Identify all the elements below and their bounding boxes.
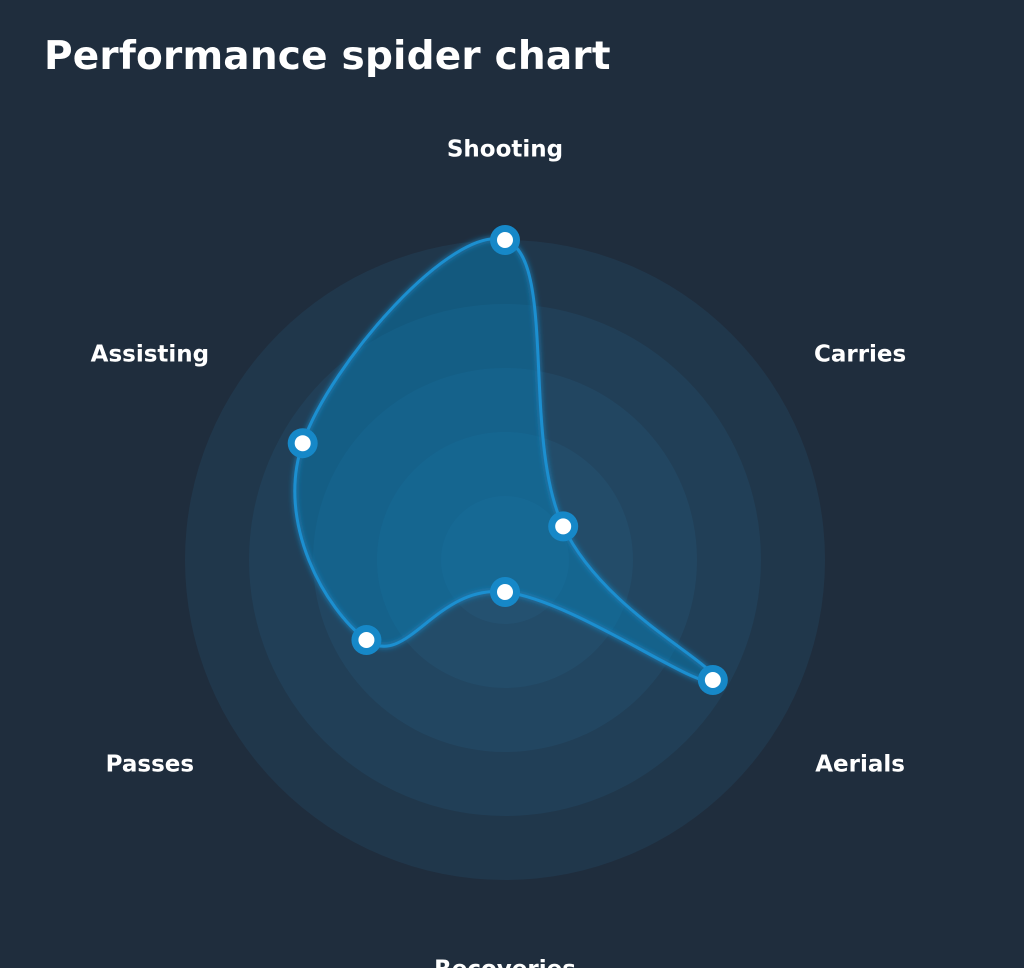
axis-label-aerials: Aerials: [815, 752, 905, 778]
data-point-recoveries[interactable]: [490, 577, 520, 607]
axis-label-recoveries: Recoveries: [434, 957, 576, 968]
marker-dot: [294, 435, 311, 452]
axis-label-shooting: Shooting: [447, 137, 563, 163]
data-point-aerials[interactable]: [697, 665, 728, 695]
marker-dot: [497, 232, 513, 248]
axis-label-passes: Passes: [106, 752, 194, 778]
radar-points: [287, 225, 728, 695]
radar-axis-labels: Shooting Carries Aerials Recoveries Passes As…: [91, 137, 907, 968]
data-point-carries[interactable]: [548, 511, 579, 542]
axis-label-carries: Carries: [814, 342, 906, 368]
data-point-shooting[interactable]: [490, 225, 520, 255]
data-point-assisting[interactable]: [287, 428, 318, 459]
axis-label-assisting: Assisting: [91, 342, 209, 368]
marker-dot: [497, 584, 513, 600]
marker-dot: [555, 518, 572, 535]
data-point-passes[interactable]: [351, 625, 382, 655]
chart-title: Performance spider chart: [44, 34, 611, 79]
marker-dot: [358, 632, 375, 648]
marker-dot: [704, 672, 721, 688]
